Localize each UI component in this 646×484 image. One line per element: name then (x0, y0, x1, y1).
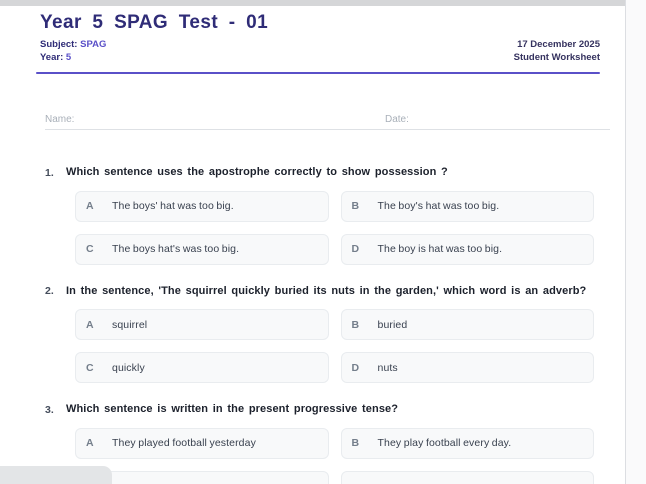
question-number: 1. (45, 166, 54, 179)
option-text: quickly (112, 361, 145, 374)
question-text: Which sentence is written in the present… (66, 403, 399, 415)
question-block: 3. Which sentence is written in the prese… (0, 403, 646, 484)
option-letter: A (86, 200, 94, 212)
year-value: 5 (65, 51, 72, 63)
option-text: The boys' hat was too big. (112, 200, 234, 212)
option-box[interactable] (340, 470, 594, 484)
option-text: buried (377, 318, 408, 331)
subject-label: Subject: (40, 39, 78, 50)
options-grid: A The boys' hat was too big. B The boy's ha… (75, 190, 594, 265)
option-letter: A (86, 437, 94, 449)
question-number: 3. (45, 403, 54, 416)
option-letter: C (86, 243, 94, 255)
name-field-label: Name: (45, 114, 75, 125)
year-row: Year: 5 (40, 52, 106, 65)
question-text: Which sentence uses the apostrophe corre… (66, 166, 448, 178)
option-letter: D (351, 361, 360, 374)
option-letter: B (351, 318, 360, 331)
date-field-label: Date: (385, 114, 409, 125)
option-box[interactable] (75, 470, 329, 484)
year-label: Year: (40, 51, 64, 63)
option-box[interactable]: A They played football yesterday (75, 427, 329, 459)
option-letter: B (351, 437, 360, 449)
worksheet-doc-type: Student Worksheet (513, 51, 600, 63)
worksheet-date: 17 December 2025 (517, 39, 600, 50)
option-box[interactable]: D The boy is hat was too big. (340, 233, 594, 265)
option-text: The boy's hat was too big. (377, 200, 500, 212)
option-letter: A (86, 318, 94, 331)
option-box[interactable]: A The boys' hat was too big. (75, 190, 329, 222)
header-meta-left: Subject: SPAG Year: 5 (40, 39, 106, 64)
worksheet-title: Year 5 SPAG Test - 01 (40, 12, 269, 33)
option-text: squirrel (112, 318, 148, 331)
header-divider (36, 72, 600, 74)
question-block: 2. In the sentence, 'The squirrel quickly… (0, 285, 646, 383)
options-grid: A They played football yesterday B They pla… (75, 427, 594, 484)
question-block: 1. Which sentence uses the apostrophe cor… (0, 166, 646, 265)
header-meta: Subject: SPAG Year: 5 17 December 2025 S… (40, 39, 600, 64)
option-letter: B (351, 200, 360, 212)
question-number: 2. (45, 285, 54, 297)
header-meta-right: 17 December 2025 Student Worksheet (514, 39, 600, 64)
option-box[interactable]: B They play football every day. (340, 427, 594, 459)
page-right-edge (625, 0, 646, 484)
option-text: The boy is hat was too big. (377, 243, 503, 255)
page-top-edge (0, 0, 632, 6)
option-letter: C (86, 361, 94, 374)
question-list: 1. Which sentence uses the apostrophe cor… (0, 166, 646, 484)
name-date-row: Name: Date: (45, 114, 610, 130)
question-head: 1. Which sentence uses the apostrophe cor… (0, 166, 646, 179)
question-head: 3. Which sentence is written in the prese… (0, 403, 646, 416)
option-text: The boys hat's was too big. (112, 243, 240, 255)
option-box[interactable]: C The boys hat's was too big. (75, 233, 329, 265)
option-letter: D (351, 243, 360, 255)
option-text: They played football yesterday (112, 437, 256, 449)
subject-row: Subject: SPAG (40, 39, 106, 52)
question-text: In the sentence, 'The squirrel quickly b… (66, 284, 587, 297)
option-text: They play football every day. (377, 437, 512, 449)
option-text: nuts (377, 361, 398, 374)
question-head: 2. In the sentence, 'The squirrel quickly… (0, 285, 646, 298)
option-box[interactable]: B The boy's hat was too big. (340, 190, 594, 222)
page-bottom-left-edge (0, 466, 112, 484)
subject-value: SPAG (80, 39, 107, 50)
